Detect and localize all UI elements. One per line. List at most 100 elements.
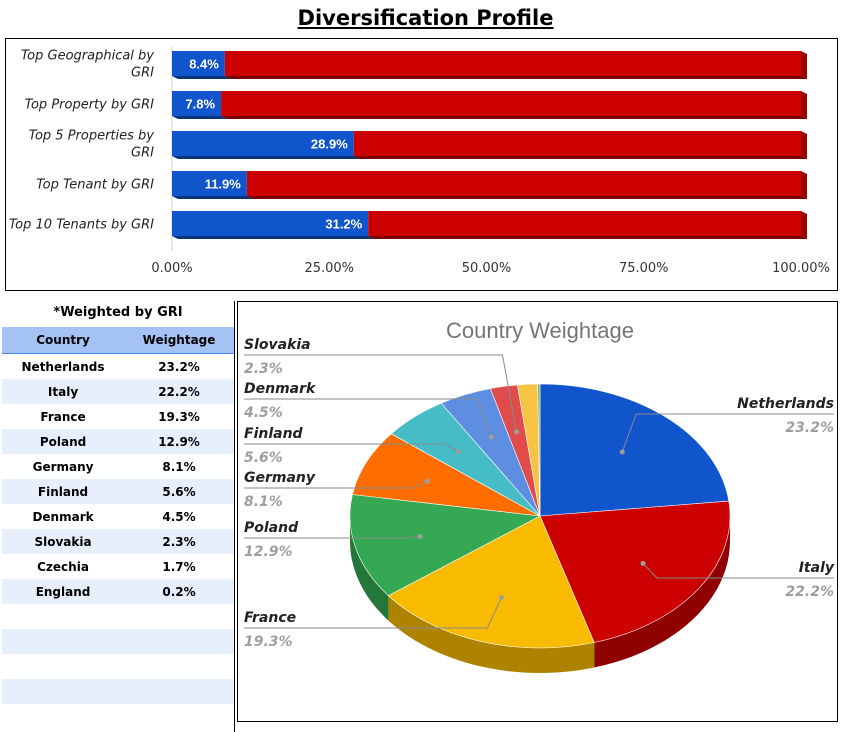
page-title: Diversification Profile: [297, 6, 554, 30]
country-cell: Slovakia: [2, 529, 125, 554]
pie-label-value: 22.2%: [785, 584, 834, 600]
bar-data-label: 31.2%: [325, 217, 362, 232]
empty-cell: [2, 679, 125, 704]
weightage-cell: 12.9%: [124, 429, 234, 454]
country-cell: Poland: [2, 429, 125, 454]
weightage-cell: 1.7%: [124, 554, 234, 579]
x-tick-label: 50.00%: [462, 261, 512, 276]
empty-cell: [2, 704, 125, 729]
bar-segment: [172, 211, 369, 236]
pie-label-value: 23.2%: [785, 420, 834, 436]
bar-segment-shadow: [221, 116, 807, 119]
bar-segment: [246, 171, 801, 196]
weightage-cell: 8.1%: [124, 454, 234, 479]
pie-leader-line: [244, 536, 421, 539]
table-row: Slovakia 2.3%: [2, 529, 234, 554]
table-row-empty: [2, 654, 234, 679]
category-label: Top Geographical by: [21, 49, 154, 64]
pie-slice: [352, 433, 541, 517]
weightage-cell: 2.3%: [124, 529, 234, 554]
table-row-empty: [2, 679, 234, 704]
bar-segment: [224, 51, 801, 76]
country-cell: England: [2, 579, 125, 604]
weightage-cell: 5.6%: [124, 479, 234, 504]
bar-segment-side: [801, 211, 807, 239]
empty-cell: [124, 654, 234, 679]
pie-leader-line: [244, 597, 502, 629]
category-label: Top 10 Tenants by GRI: [9, 218, 154, 233]
bar-segment-shadow: [172, 236, 375, 239]
table-row: France 19.3%: [2, 404, 234, 429]
pie-label-name: Denmark: [244, 381, 317, 397]
category-label: GRI: [131, 146, 154, 161]
x-tick-label: 75.00%: [619, 261, 669, 276]
category-label: GRI: [131, 66, 154, 81]
pie-slice: [539, 383, 730, 517]
pie-slice: [349, 494, 542, 596]
column-header-weightage: Weightage: [124, 327, 234, 354]
bar-segment-shadow: [172, 156, 360, 159]
pie-chart-panel: Country Weightage Netherlands 23.2% Italy 22…: [237, 301, 838, 722]
weightage-cell: 19.3%: [124, 404, 234, 429]
weightage-cell: 4.5%: [124, 504, 234, 529]
bar-segment-shadow: [246, 196, 807, 199]
pie-leader-dot: [640, 560, 646, 566]
bar-data-label: 8.4%: [189, 57, 219, 72]
bar-segment: [172, 171, 247, 196]
table-row: Poland 12.9%: [2, 429, 234, 454]
pie-leader-dot: [417, 534, 423, 540]
pie-label-value: 12.9%: [244, 544, 293, 560]
country-cell: Czechia: [2, 554, 125, 579]
country-cell: Netherlands: [2, 353, 125, 379]
empty-cell: [2, 654, 125, 679]
table-row: Finland 5.6%: [2, 479, 234, 504]
pie-label-value: 8.1%: [244, 494, 283, 510]
pie-leader-line: [244, 398, 492, 438]
pie-label-name: Poland: [244, 520, 299, 536]
weightage-cell: 23.2%: [124, 353, 234, 379]
pie-leader-line: [244, 354, 517, 432]
country-cell: Italy: [2, 379, 125, 404]
table-row: Czechia 1.7%: [2, 554, 234, 579]
pie-label-name: Italy: [799, 560, 835, 576]
country-cell: Denmark: [2, 504, 125, 529]
weightage-table-panel: *Weighted by GRI Country Weightage Nethe…: [2, 301, 235, 732]
pie-slice: [537, 383, 541, 517]
pie-slice: [387, 515, 595, 649]
bar-segment-shadow: [368, 236, 807, 239]
pie-label-value: 4.5%: [243, 405, 283, 421]
pie-label-value: 19.3%: [244, 634, 293, 650]
pie-label-value: 2.3%: [244, 361, 283, 377]
pie-leader-line: [642, 562, 834, 579]
pie-label-value: 5.6%: [244, 450, 283, 466]
table-row-empty: [2, 629, 234, 654]
country-cell: France: [2, 404, 125, 429]
bar-segment-side: [801, 51, 807, 79]
table-row: England 0.2%: [2, 579, 234, 604]
table-header-row: Country Weightage: [2, 327, 234, 354]
pie-slice-side: [594, 516, 730, 668]
country-cell: Germany: [2, 454, 125, 479]
pie-label-name: France: [244, 610, 296, 626]
pie-title: Country Weightage: [446, 318, 634, 343]
bar-segment: [368, 211, 801, 236]
pie-leader-dot: [619, 449, 625, 455]
pie-leader-dot: [513, 429, 519, 435]
country-cell: Finland: [2, 479, 125, 504]
column-header-country: Country: [2, 327, 125, 354]
bar-data-label: 11.9%: [205, 177, 242, 192]
category-label: Top 5 Properties by: [29, 129, 155, 144]
empty-cell: [124, 604, 234, 629]
bar-segment-shadow: [172, 196, 253, 199]
table-row-empty: [2, 704, 234, 729]
table-row: Netherlands 23.2%: [2, 353, 234, 379]
pie-leader-dot: [424, 478, 430, 484]
table-row: Denmark 4.5%: [2, 504, 234, 529]
weightage-cell: 0.2%: [124, 579, 234, 604]
empty-cell: [124, 629, 234, 654]
bar-segment: [353, 131, 801, 156]
bar-segment: [172, 91, 222, 116]
empty-cell: [2, 604, 125, 629]
pie-chart: Country Weightage Netherlands 23.2% Italy 22…: [243, 318, 835, 673]
bar-chart-panel: Top Geographical by GRI 8.4% Top Property b…: [5, 38, 838, 291]
